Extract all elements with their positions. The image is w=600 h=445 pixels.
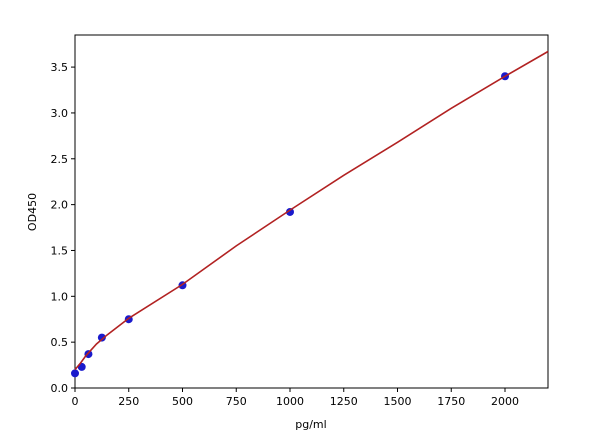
data-point xyxy=(97,333,106,342)
data-point xyxy=(71,369,79,378)
x-tick-label: 1750 xyxy=(437,395,465,408)
y-tick-label: 3.0 xyxy=(51,107,69,120)
y-tick-label: 2.5 xyxy=(51,153,69,166)
y-tick-label: 0.5 xyxy=(51,336,69,349)
fit-curve xyxy=(74,50,549,371)
y-tick-label: 1.0 xyxy=(51,290,69,303)
x-tick-label: 750 xyxy=(226,395,247,408)
y-tick-label: 2.0 xyxy=(51,199,69,212)
x-tick-label: 250 xyxy=(118,395,139,408)
y-axis-label: OD450 xyxy=(26,193,39,231)
x-tick-label: 1000 xyxy=(276,395,304,408)
plot-frame xyxy=(74,34,549,389)
x-tick-label: 2000 xyxy=(491,395,519,408)
x-axis-label: pg/ml xyxy=(295,418,326,431)
x-tick-label: 500 xyxy=(172,395,193,408)
y-tick-label: 0.0 xyxy=(51,382,69,395)
x-tick-label: 1500 xyxy=(384,395,412,408)
x-tick-label: 1250 xyxy=(330,395,358,408)
x-tick-label: 0 xyxy=(72,395,79,408)
y-tick-label: 1.5 xyxy=(51,244,69,257)
data-point xyxy=(286,207,294,216)
y-tick-label: 3.5 xyxy=(51,61,69,74)
